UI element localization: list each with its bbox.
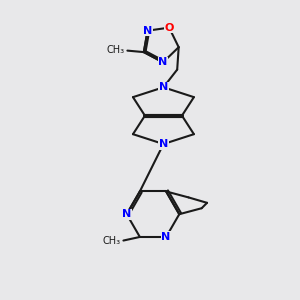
Text: N: N (158, 57, 168, 67)
Text: N: N (159, 82, 168, 92)
Text: CH₃: CH₃ (107, 45, 125, 55)
Text: N: N (161, 232, 171, 242)
Text: N: N (122, 209, 131, 219)
Text: CH₃: CH₃ (102, 236, 120, 245)
Text: N: N (159, 139, 168, 149)
Text: N: N (143, 26, 152, 36)
Text: O: O (164, 22, 174, 33)
